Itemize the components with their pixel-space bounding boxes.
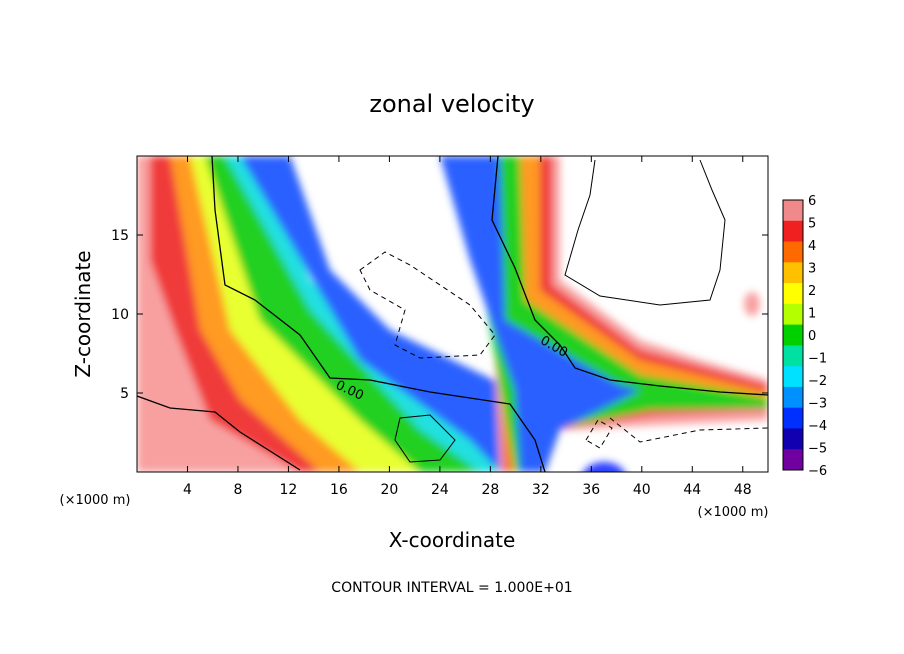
x-tick-label: 28 xyxy=(481,482,499,498)
colorbar-swatch xyxy=(783,449,803,470)
colorbar-swatch xyxy=(783,283,803,304)
colorbar-swatch xyxy=(783,325,803,346)
colorbar-tick-label: −2 xyxy=(808,374,827,389)
contour-interval-note: CONTOUR INTERVAL = 1.000E+01 xyxy=(331,580,572,596)
y-tick-label: 5 xyxy=(120,386,129,402)
x-tick-label: 12 xyxy=(280,482,298,498)
colorbar-tick-label: 3 xyxy=(808,262,816,277)
y-tick-label: 15 xyxy=(111,228,129,244)
x-tick-label: 20 xyxy=(380,482,398,498)
x-tick-label: 16 xyxy=(330,482,348,498)
colorbar-swatch xyxy=(783,387,803,408)
colorbar-tick-label: 5 xyxy=(808,217,816,232)
x-tick-label: 24 xyxy=(431,482,449,498)
colorbar-tick-label: 4 xyxy=(808,239,816,254)
x-unit-left: (×1000 m) xyxy=(60,493,131,508)
plot-area xyxy=(137,156,768,494)
y-tick-label: 10 xyxy=(111,307,129,323)
colorbar-swatch xyxy=(783,428,803,449)
colorbar-swatch xyxy=(783,200,803,221)
colorbar-swatch xyxy=(783,304,803,325)
x-tick-label: 4 xyxy=(183,482,192,498)
colorbar-tick-label: 2 xyxy=(808,284,816,299)
colorbar-swatch xyxy=(783,345,803,366)
colorbar-tick-label: 1 xyxy=(808,307,816,322)
y-axis-label: Z-coordinate xyxy=(71,250,95,377)
colorbar-tick-label: −4 xyxy=(808,419,827,434)
colorbar-swatch xyxy=(783,221,803,242)
x-tick-label: 32 xyxy=(532,482,550,498)
colorbar-tick-label: −6 xyxy=(808,464,827,479)
x-tick-label: 36 xyxy=(582,482,600,498)
colorbar-swatch xyxy=(783,242,803,263)
x-unit-right: (×1000 m) xyxy=(698,505,769,520)
colorbar-swatch xyxy=(783,262,803,283)
x-tick-label: 8 xyxy=(233,482,242,498)
x-tick-label: 40 xyxy=(633,482,651,498)
colorbar-tick-label: −3 xyxy=(808,397,827,412)
chart-title: zonal velocity xyxy=(369,90,534,118)
x-tick-label: 48 xyxy=(734,482,752,498)
colorbar-tick-label: 6 xyxy=(808,194,816,209)
x-axis-label: X-coordinate xyxy=(389,528,516,552)
colorbar-tick-label: −1 xyxy=(808,352,827,367)
velocity-patch-right xyxy=(744,292,760,316)
colorbar-tick-label: −5 xyxy=(808,442,827,457)
colorbar-tick-label: 0 xyxy=(808,329,816,344)
colorbar-swatch xyxy=(783,366,803,387)
colorbar: 6 5 4 3 2 1 0 −1 −2 −3 −4 −5 −6 xyxy=(783,194,827,479)
x-tick-label: 44 xyxy=(683,482,701,498)
colorbar-swatch xyxy=(783,408,803,429)
